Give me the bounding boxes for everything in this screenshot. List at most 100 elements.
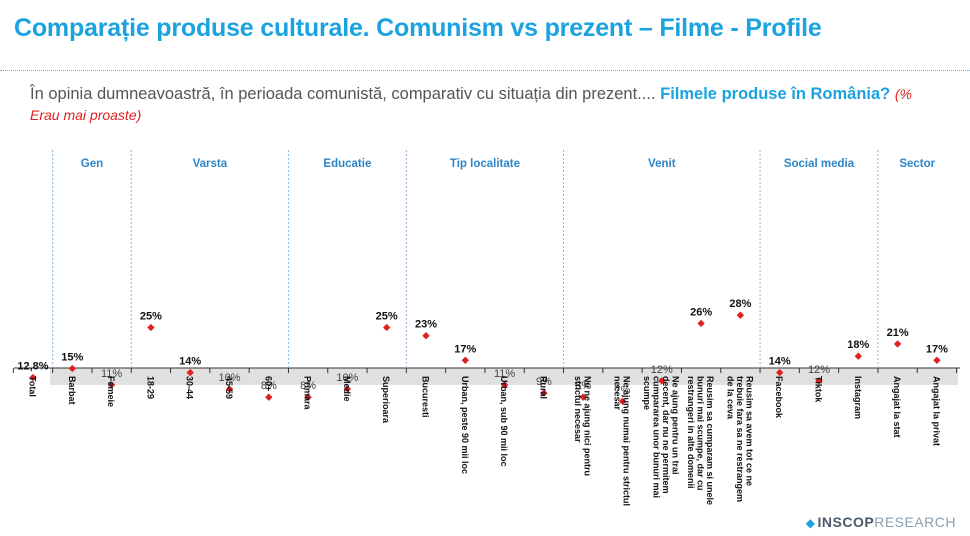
category-label-line: Urban, sub 90 mii loc bbox=[499, 376, 509, 467]
data-label: 17% bbox=[926, 343, 948, 355]
group-label: Venit bbox=[648, 158, 676, 170]
category-label: Bucuresti bbox=[421, 376, 431, 418]
category-label-line: Ne ajung pentru un trai bbox=[670, 376, 680, 475]
data-label: 8% bbox=[261, 380, 277, 392]
data-point bbox=[147, 323, 155, 332]
category-label-line: Instagram bbox=[853, 376, 863, 419]
category-label: Femeie bbox=[106, 376, 116, 407]
data-point bbox=[304, 393, 312, 401]
data-label: 18% bbox=[847, 339, 869, 351]
category-label: Urban, sub 90 mii loc bbox=[499, 376, 509, 467]
category-label-line: strictul necesar bbox=[573, 376, 583, 443]
data-point bbox=[186, 368, 194, 377]
inscop-logo-icon: ◆ bbox=[805, 516, 816, 530]
data-point bbox=[893, 340, 902, 348]
category-label: Urban, peste 90 mii loc bbox=[460, 376, 470, 474]
data-label: 8% bbox=[575, 380, 591, 392]
question-note: (% Erau mai proaste) bbox=[30, 86, 912, 123]
data-label: 7% bbox=[615, 384, 631, 396]
category-label-line: 30-44 bbox=[185, 376, 195, 399]
category-label-line: Facebook bbox=[774, 376, 784, 419]
data-label: 17% bbox=[454, 343, 476, 355]
category-label: Facebook bbox=[774, 376, 784, 419]
average-band bbox=[50, 368, 958, 385]
category-label-line: bunuri mai scumpe, dar cu bbox=[696, 376, 706, 491]
category-label-line: Superioara bbox=[381, 376, 391, 424]
group-label: Sector bbox=[899, 158, 935, 170]
category-label-line: Angajat la stat bbox=[892, 376, 902, 438]
data-label: 25% bbox=[140, 311, 162, 323]
data-point bbox=[815, 377, 823, 385]
data-point bbox=[618, 397, 627, 405]
data-point bbox=[933, 356, 941, 364]
brand-name: INSCOP bbox=[817, 514, 875, 530]
category-label-line: Barbat bbox=[67, 376, 77, 405]
question-body: În opinia dumneavoastră, în perioada com… bbox=[30, 85, 656, 103]
category-label: Primara bbox=[303, 376, 313, 411]
category-label: Medie bbox=[342, 376, 352, 402]
category-label-line: Bucuresti bbox=[421, 376, 431, 418]
category-label: 60+ bbox=[263, 376, 273, 391]
data-point bbox=[383, 323, 391, 332]
data-point bbox=[697, 319, 705, 328]
category-label-line: 18-29 bbox=[145, 376, 155, 399]
data-point bbox=[265, 393, 273, 401]
data-label: 25% bbox=[376, 311, 398, 323]
data-label: 8% bbox=[300, 380, 316, 392]
category-label-line: Total bbox=[28, 376, 38, 397]
data-label: 12,8% bbox=[17, 361, 48, 373]
category-label: Instagram bbox=[853, 376, 863, 419]
category-label-line: Angajat la privat bbox=[931, 376, 941, 446]
data-label: 21% bbox=[887, 327, 909, 339]
data-point bbox=[579, 393, 587, 401]
data-label: 10% bbox=[218, 372, 240, 384]
data-point bbox=[422, 332, 430, 340]
category-label: Rural bbox=[538, 376, 548, 399]
category-label: Tiktok bbox=[814, 376, 824, 403]
category-label-line: 45-59 bbox=[224, 376, 234, 399]
category-label: Angajat la privat bbox=[931, 376, 941, 446]
category-label-line: Femeie bbox=[106, 376, 116, 407]
title-divider bbox=[0, 70, 970, 71]
data-point bbox=[500, 381, 509, 389]
data-label: 11% bbox=[101, 368, 122, 380]
category-label-line: Urban, peste 90 mii loc bbox=[460, 376, 470, 474]
data-label: 28% bbox=[729, 298, 751, 310]
category-label: Angajat la stat bbox=[892, 376, 902, 438]
category-label-line: Reusim sa cumparam si unele bbox=[705, 376, 715, 505]
data-point bbox=[776, 368, 784, 377]
data-label: 12% bbox=[808, 364, 830, 376]
category-label-line: restrangeri in alte domenii bbox=[686, 376, 696, 489]
category-label: Total bbox=[28, 376, 38, 397]
category-label-line: de la ceva bbox=[726, 376, 736, 420]
data-point bbox=[343, 385, 352, 393]
category-label: 30-44 bbox=[185, 376, 195, 399]
data-point bbox=[225, 385, 234, 393]
category-label-line: Ne ajung numai pentru strictul bbox=[622, 376, 632, 506]
category-label-line: Nu ne ajung nici pentru bbox=[582, 376, 592, 476]
group-label: Social media bbox=[784, 158, 855, 170]
data-label: 14% bbox=[769, 356, 791, 368]
category-label-line: scumpe bbox=[642, 376, 652, 410]
page-title: Comparație produse culturale. Comunism v… bbox=[14, 14, 822, 42]
category-label: 45-59 bbox=[224, 376, 234, 399]
data-point bbox=[658, 377, 666, 385]
question-highlight: Filmele produse în România? bbox=[660, 85, 891, 103]
category-label-line: trebuie fara sa ne restrangem bbox=[735, 376, 745, 502]
category-label-line: Primara bbox=[303, 376, 313, 411]
brand-logo: ◆ INSCOPRESEARCH bbox=[806, 514, 956, 530]
category-label: Barbat bbox=[67, 376, 77, 405]
group-label: Varsta bbox=[193, 158, 228, 170]
category-label-line: 60+ bbox=[263, 376, 273, 391]
question-text: În opinia dumneavoastră, în perioada com… bbox=[30, 84, 930, 126]
category-label-line: Rural bbox=[538, 376, 548, 399]
data-point bbox=[540, 389, 548, 397]
data-point bbox=[461, 356, 469, 364]
category-label-line: Medie bbox=[342, 376, 352, 402]
data-point bbox=[854, 352, 862, 360]
group-label: Educatie bbox=[323, 158, 371, 170]
